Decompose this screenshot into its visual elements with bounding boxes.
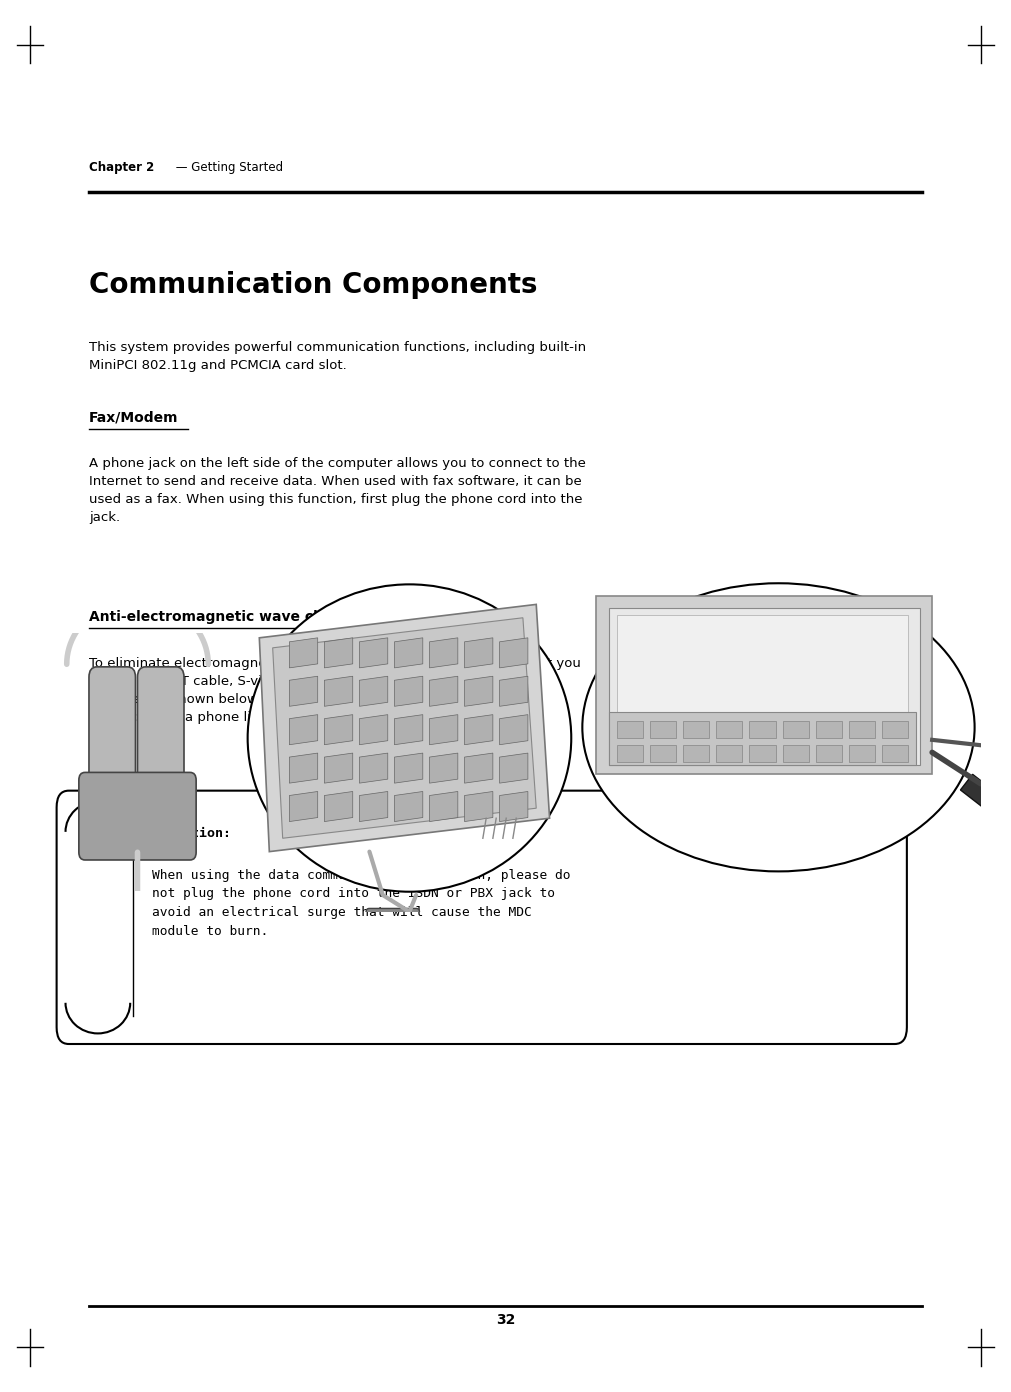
Text: This system provides powerful communication functions, including built-in
MiniPC: This system provides powerful communicat… xyxy=(89,341,586,372)
Text: When using the data communications function, please do
not plug the phone cord i: When using the data communications funct… xyxy=(152,869,570,938)
Text: Attention:: Attention: xyxy=(152,827,232,839)
Text: — Getting Started: — Getting Started xyxy=(172,161,283,174)
Text: Chapter 2: Chapter 2 xyxy=(89,161,155,174)
FancyBboxPatch shape xyxy=(57,791,907,1044)
Text: To eliminate electromagnetic waves, it is strongly recommended that you
thread t: To eliminate electromagnetic waves, it i… xyxy=(89,657,581,724)
Text: 32: 32 xyxy=(495,1313,516,1327)
Text: Communication Components: Communication Components xyxy=(89,271,538,299)
Text: Anti-electromagnetic wave clip: Anti-electromagnetic wave clip xyxy=(89,610,333,624)
Text: A phone jack on the left side of the computer allows you to connect to the
Inter: A phone jack on the left side of the com… xyxy=(89,457,585,523)
Text: Fax/Modem: Fax/Modem xyxy=(89,411,179,425)
